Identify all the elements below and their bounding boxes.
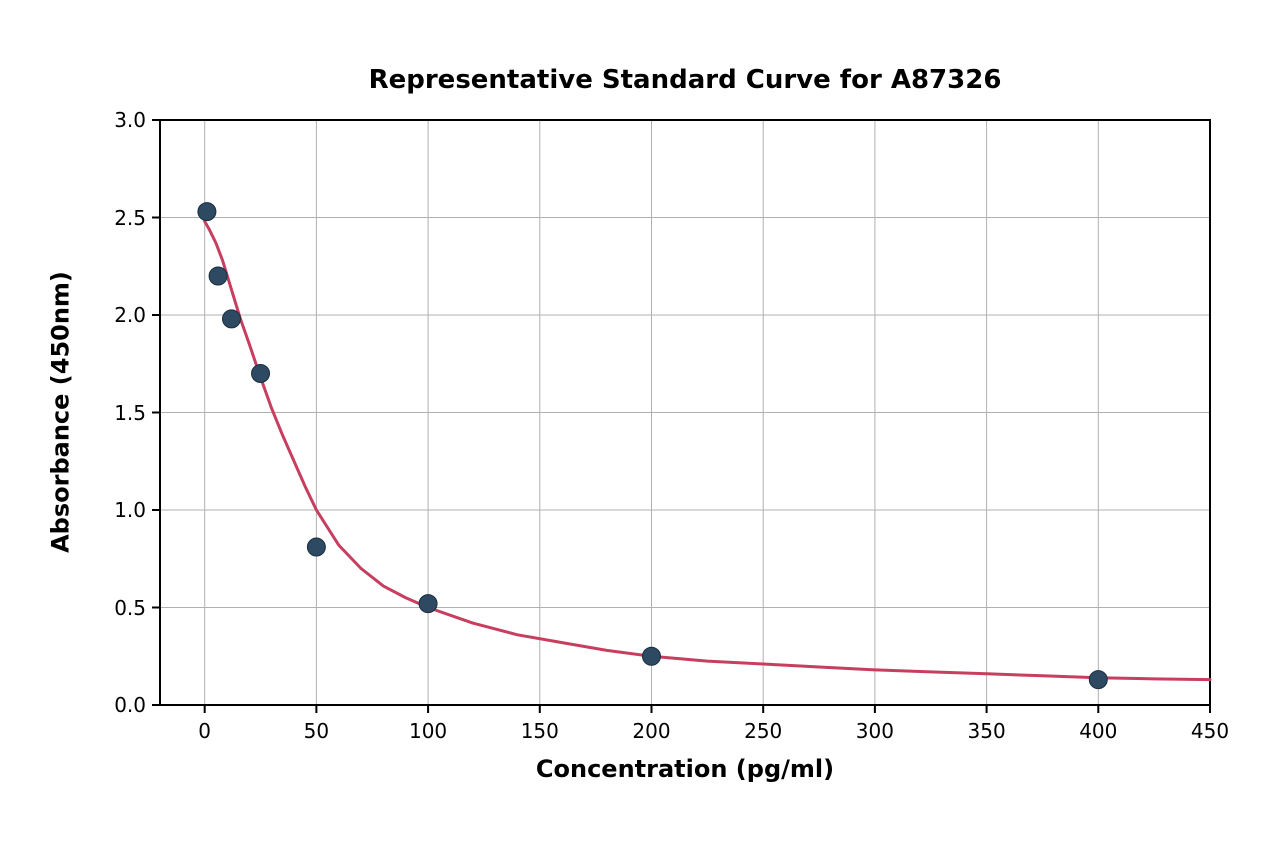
y-tick-label: 3.0 <box>86 108 146 132</box>
curve-group <box>205 221 1210 679</box>
grid-group <box>160 120 1210 705</box>
x-tick-label: 150 <box>521 719 559 743</box>
y-tick-label: 0.5 <box>86 596 146 620</box>
x-tick-label: 100 <box>409 719 447 743</box>
x-tick-label: 0 <box>198 719 211 743</box>
x-tick-label: 50 <box>304 719 329 743</box>
y-tick-label: 0.0 <box>86 693 146 717</box>
scatter-group <box>198 203 1107 689</box>
x-tick-label: 350 <box>968 719 1006 743</box>
y-tick-label: 1.0 <box>86 498 146 522</box>
x-tick-label: 300 <box>856 719 894 743</box>
x-axis-label: Concentration (pg/ml) <box>160 755 1210 783</box>
tick-marks <box>152 120 1210 713</box>
chart-container: Representative Standard Curve for A87326… <box>0 0 1280 845</box>
x-tick-label: 250 <box>744 719 782 743</box>
y-axis-label: Absorbance (450nm) <box>46 119 74 704</box>
x-tick-label: 200 <box>632 719 670 743</box>
x-tick-label: 400 <box>1079 719 1117 743</box>
y-tick-label: 2.5 <box>86 206 146 230</box>
x-tick-label: 450 <box>1191 719 1229 743</box>
y-tick-label: 2.0 <box>86 303 146 327</box>
y-tick-label: 1.5 <box>86 401 146 425</box>
